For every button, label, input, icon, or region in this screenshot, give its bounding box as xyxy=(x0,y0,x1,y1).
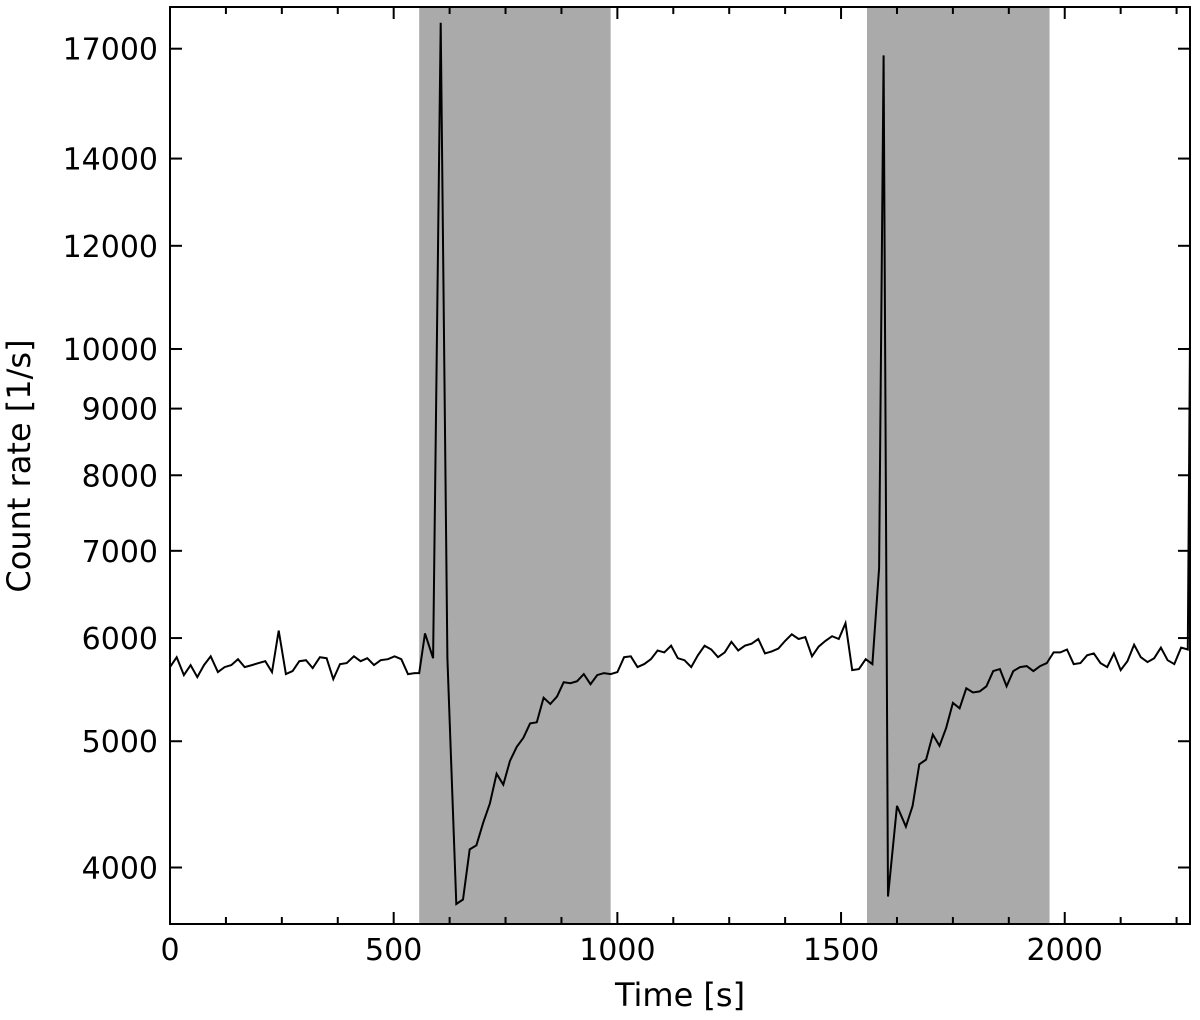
plot-frame xyxy=(169,6,1191,925)
series-layer xyxy=(169,22,1191,906)
x-tick-label-500: 500 xyxy=(365,933,422,968)
y-axis-label: Count rate [1/s] xyxy=(0,339,38,592)
y-tick-label-4000: 4000 xyxy=(82,852,158,887)
x-tick-label-1000: 1000 xyxy=(579,933,655,968)
x-tick-label-0: 0 xyxy=(160,933,179,968)
tick-marks xyxy=(169,7,1190,924)
y-tick-label-5000: 5000 xyxy=(82,725,158,760)
x-tick-label-2000: 2000 xyxy=(1027,933,1103,968)
shaded-region-1 xyxy=(419,7,611,924)
shaded-regions xyxy=(419,7,1050,924)
tick-labels: 0 500 1000 1500 2000 4000 5000 6000 7000 8000 9000… xyxy=(63,33,1103,968)
shaded-region-2 xyxy=(867,7,1050,924)
y-tick-label-10000: 10000 xyxy=(63,333,158,368)
y-tick-label-8000: 8000 xyxy=(82,459,158,494)
y-tick-label-14000: 14000 xyxy=(63,143,158,178)
x-axis-label: Time [s] xyxy=(614,976,745,1014)
x-tick-label-1500: 1500 xyxy=(803,933,879,968)
y-tick-label-9000: 9000 xyxy=(82,393,158,428)
y-tick-label-7000: 7000 xyxy=(82,535,158,570)
y-tick-label-6000: 6000 xyxy=(82,622,158,657)
series-line-1 xyxy=(169,22,1191,906)
y-tick-label-17000: 17000 xyxy=(63,33,158,68)
y-tick-label-12000: 12000 xyxy=(63,230,158,265)
